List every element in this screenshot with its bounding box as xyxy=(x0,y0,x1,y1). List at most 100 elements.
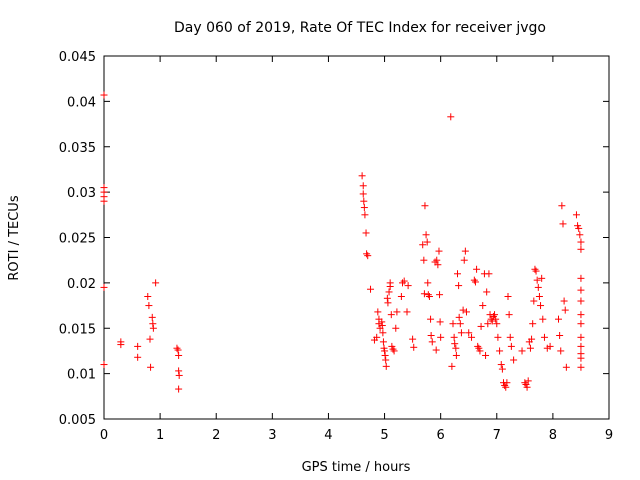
data-point xyxy=(577,320,585,328)
data-point xyxy=(546,342,554,350)
data-point xyxy=(575,224,583,232)
data-point xyxy=(510,356,518,364)
data-point xyxy=(576,231,584,239)
data-point xyxy=(450,333,458,341)
data-point xyxy=(530,297,538,305)
y-tick-label: 0.02 xyxy=(67,277,96,292)
data-point xyxy=(476,347,484,355)
data-point xyxy=(555,315,562,323)
data-point xyxy=(384,299,392,307)
x-axis-label: GPS time / hours xyxy=(302,460,411,475)
data-point xyxy=(389,345,397,353)
data-point xyxy=(404,282,412,290)
data-point xyxy=(378,318,386,326)
y-tick-label: 0.03 xyxy=(67,186,96,201)
data-point xyxy=(497,361,505,369)
data-point xyxy=(435,247,443,255)
x-tick-label: 0 xyxy=(100,428,108,443)
data-point xyxy=(373,333,381,341)
data-point xyxy=(452,344,460,352)
data-point xyxy=(474,342,482,350)
data-point xyxy=(455,282,463,290)
chart-title: Day 060 of 2019, Rate Of TEC Index for r… xyxy=(174,20,546,36)
data-point xyxy=(382,362,390,370)
data-point xyxy=(148,313,156,321)
data-point xyxy=(532,267,540,275)
y-tick-label: 0.045 xyxy=(59,50,96,65)
data-point xyxy=(539,315,547,323)
data-point xyxy=(379,338,387,346)
data-point xyxy=(174,346,182,354)
data-point xyxy=(146,335,154,343)
x-tick-label: 7 xyxy=(493,428,501,443)
data-point xyxy=(521,379,529,387)
data-point xyxy=(459,306,467,314)
data-point xyxy=(397,292,405,300)
data-point xyxy=(537,302,545,310)
data-point xyxy=(175,371,183,379)
data-point xyxy=(374,308,382,316)
data-point xyxy=(427,315,435,323)
data-point xyxy=(535,292,543,300)
data-point xyxy=(436,291,444,299)
y-tick-label: 0.015 xyxy=(59,322,96,337)
y-tick-label: 0.04 xyxy=(67,95,96,110)
data-point xyxy=(147,363,155,371)
data-point xyxy=(479,302,487,310)
data-point xyxy=(528,335,536,343)
data-point xyxy=(379,329,387,337)
data-point xyxy=(410,343,418,351)
x-tick-label: 2 xyxy=(212,428,220,443)
data-point xyxy=(577,333,585,341)
data-point xyxy=(427,332,435,340)
data-point xyxy=(367,285,375,293)
data-point xyxy=(540,333,548,341)
data-point xyxy=(468,333,476,341)
data-point xyxy=(505,311,513,319)
data-point xyxy=(493,320,501,328)
y-axis-label: ROTI / TECUs xyxy=(7,195,22,280)
data-point xyxy=(485,270,493,278)
data-point xyxy=(378,322,386,330)
data-point xyxy=(577,274,585,282)
axis-ticks: 0 1 2 3 4 5 6 7 8 9 0.005 0.01 0.015 0.02 0.025 0.03 0.0… xyxy=(59,50,613,443)
data-point xyxy=(447,113,455,121)
data-point xyxy=(362,229,370,237)
y-tick-label: 0.005 xyxy=(59,413,96,428)
data-point xyxy=(422,231,430,239)
data-point xyxy=(477,322,485,330)
data-point xyxy=(484,320,492,328)
data-point xyxy=(558,202,566,210)
data-point xyxy=(518,347,526,355)
data-point xyxy=(424,291,432,299)
data-point xyxy=(175,351,183,359)
data-point xyxy=(100,91,108,99)
data-point xyxy=(531,265,539,273)
data-point xyxy=(457,329,465,337)
data-point xyxy=(482,351,490,359)
data-point xyxy=(359,190,367,198)
data-point xyxy=(498,365,506,373)
data-point xyxy=(523,383,531,391)
data-point xyxy=(175,367,183,375)
data-point xyxy=(381,351,389,359)
y-tick-label: 0.025 xyxy=(59,232,96,247)
data-point xyxy=(100,361,108,369)
data-point xyxy=(403,308,411,316)
data-point xyxy=(424,279,432,287)
data-point xyxy=(496,347,504,355)
data-point xyxy=(363,250,371,258)
data-point xyxy=(557,347,565,355)
data-point xyxy=(383,294,391,302)
data-point xyxy=(420,290,428,298)
data-point xyxy=(382,356,390,364)
data-point xyxy=(491,311,499,319)
data-point xyxy=(462,308,470,316)
data-point xyxy=(577,286,585,294)
data-point xyxy=(488,317,496,325)
y-tick-label: 0.01 xyxy=(67,368,96,383)
data-point xyxy=(409,335,417,343)
data-point xyxy=(577,363,585,371)
data-point xyxy=(538,274,546,282)
